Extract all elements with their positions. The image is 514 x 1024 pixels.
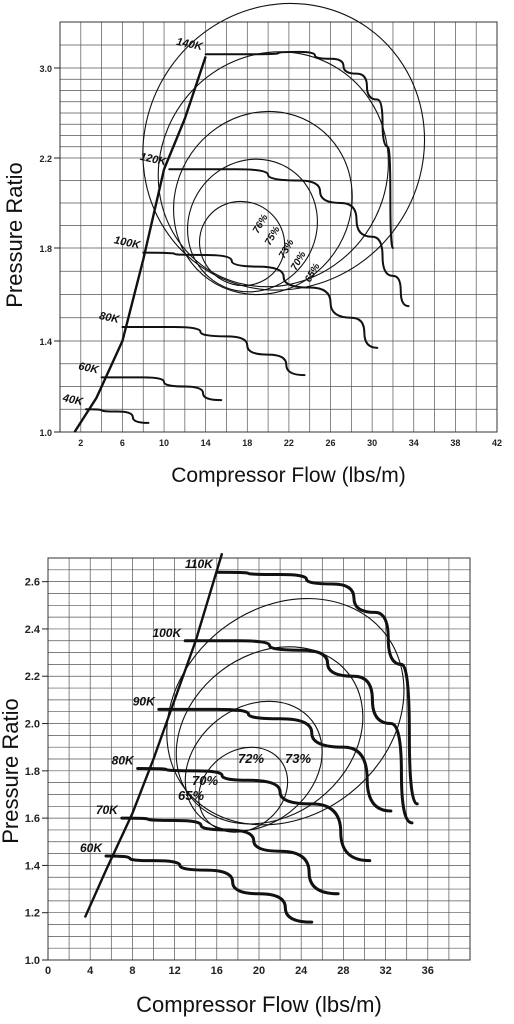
x-tick-label: 6 [120,438,125,448]
y-tick-label: 1.4 [39,337,52,347]
x-tick-label: 22 [284,438,294,448]
plot-frame [59,21,498,433]
chart-1: 2 6 10 14 18 22 26 30 34 38 421.01.41.82.23.0Compr… [2,2,502,487]
efficiency-islands: 65%70% 72% 73% [166,598,405,833]
speed-line-60K [100,376,223,402]
x-tick-label: 10 [159,438,169,448]
x-tick-label: 28 [337,965,349,977]
speed-line-70K [120,816,340,896]
efficiency-island-75pct [187,158,318,293]
x-tick-label: 8 [129,965,135,977]
y-tick-label: 1.2 [25,908,40,920]
efficiency-label: 75% [263,225,283,248]
speed-line-90K [157,707,393,813]
x-tick-label: 38 [450,438,460,448]
speed-label: 100K [152,626,182,640]
x-tick-label: 32 [379,965,391,977]
speed-label: 110K [185,557,214,571]
y-tick-label: 1.8 [25,766,40,778]
y-tick-label: 2.0 [25,719,40,731]
speed-label: 140K [175,36,204,53]
efficiency-island-72pct [184,700,323,832]
x-tick-label: 18 [242,438,252,448]
efficiency-label: 70% [192,773,218,788]
surge-line [83,552,224,918]
y-tick-label: 2.4 [25,624,41,636]
y-tick-label: 2.6 [25,577,40,589]
plot-frame [47,557,471,961]
efficiency-island-73pct [173,110,353,296]
speed-line-100K [183,639,414,825]
y-tick-label: 3.0 [39,64,52,74]
x-tick-label: 36 [422,965,434,977]
x-tick-label: 20 [253,965,265,977]
efficiency-label: 65% [303,262,323,285]
x-tick-label: 24 [295,965,308,977]
speed-line-110K [215,570,419,806]
speed-line-80K [136,766,372,863]
y-tick-label: 1.4 [25,860,41,872]
x-tick-labels: 2 6 10 14 18 22 26 30 34 38 42 [78,438,502,448]
grid [59,21,498,433]
y-tick-label: 2.2 [39,154,52,164]
speed-lines: 40K 60K 80K 100K 120K 140K [61,36,410,424]
speed-label: 60K [80,841,103,855]
speed-line-80K [121,326,306,377]
speed-line-120K [168,168,410,308]
x-tick-labels: 0 4 8 12 16 20 24 28 32 36 [45,965,434,977]
y-axis-title: Pressure Ratio [2,162,27,308]
x-tick-label: 34 [409,438,419,448]
x-axis-title: Compressor Flow (lbs/m) [171,464,406,487]
speed-label: 40K [61,392,85,408]
y-tick-label: 1.0 [25,955,40,967]
speed-label: 80K [112,753,135,767]
y-tick-label: 1.0 [39,428,52,438]
x-tick-label: 2 [78,438,83,448]
x-tick-label: 4 [87,965,94,977]
efficiency-label: 73% [285,751,311,766]
speed-line-140K [204,50,394,249]
efficiency-label: 65% [178,788,204,803]
y-tick-label: 1.6 [25,813,40,825]
speed-label: 90K [133,694,156,708]
x-tick-label: 26 [326,438,336,448]
efficiency-label: 72% [238,751,264,766]
x-tick-label: 12 [168,965,180,977]
efficiency-island-70pct [157,51,389,288]
x-tick-label: 16 [211,965,223,977]
y-axis-title: Pressure Ratio [0,698,23,844]
y-tick-label: 2.2 [25,671,40,683]
x-axis-title: Compressor Flow (lbs/m) [136,992,382,1017]
speed-lines: 60K 70K 80K 90K 100K 110K [80,557,419,924]
efficiency-island-70pct [175,646,364,825]
x-tick-label: 14 [201,438,211,448]
speed-label: 70K [96,803,119,817]
x-tick-label: 42 [492,438,502,448]
efficiency-island-73pct [198,746,289,833]
speed-line-60K [104,854,314,924]
speed-line-40K [85,408,150,424]
efficiency-island-65pct [166,598,405,826]
speed-label: 80K [98,310,121,326]
speed-label: 60K [77,360,100,376]
x-tick-label: 30 [367,438,377,448]
efficiency-island-65pct [142,2,426,291]
speed-line-100K [142,251,379,349]
surge-line [73,56,207,433]
speed-label: 120K [139,151,168,168]
x-tick-label: 0 [45,965,51,977]
efficiency-island-76pct [198,200,286,287]
y-tick-labels: 1.0 1.4 1.8 2.2 3.0 [39,64,60,438]
chart-2: 0 4 8 12 16 20 24 28 32 36 1.0 1.2 1.4 1.6 1.8 2.0 2.2 2.… [0,552,471,1017]
speed-label: 100K [113,234,142,251]
y-tick-label: 1.8 [39,244,52,254]
y-tick-labels: 1.0 1.2 1.4 1.6 1.8 2.0 2.2 2.4 2.6 [25,577,48,967]
